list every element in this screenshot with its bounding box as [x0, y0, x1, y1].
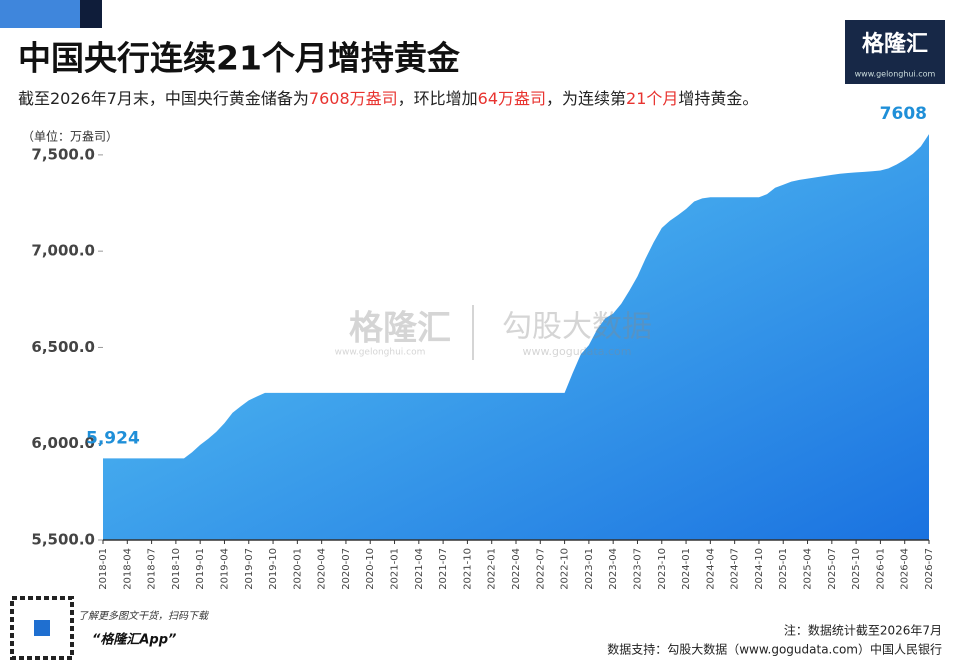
- subtitle-part: 64万盎司: [478, 89, 546, 108]
- x-tick-label: 2020-10: [365, 548, 376, 590]
- subtitle-part: 截至2026年7月末，中国央行黄金储备为: [18, 89, 309, 108]
- value-label: 7608: [880, 104, 927, 124]
- subtitle-part: ，为连续第: [546, 89, 626, 108]
- watermark-text: 格隆汇: [349, 309, 451, 349]
- y-tick-label: 7,000.0: [31, 242, 95, 260]
- decor-bar: [0, 0, 80, 28]
- subtitle-part: ，环比增加: [398, 89, 478, 108]
- watermark-text: www.gelonghui.com: [335, 348, 426, 358]
- x-tick-label: 2024-10: [754, 548, 765, 590]
- x-tick-label: 2025-07: [827, 548, 838, 590]
- y-tick-label: 7,500.0: [31, 145, 95, 163]
- logo: 格隆汇: [862, 31, 928, 57]
- value-label: 5,924: [86, 428, 140, 448]
- chart-title: 中国央行连续21个月增持黄金: [18, 39, 461, 78]
- x-tick-label: 2019-07: [244, 548, 255, 590]
- y-tick-label: 5,500.0: [31, 531, 95, 549]
- x-tick-label: 2024-01: [681, 548, 692, 590]
- app-name: “格隆汇App”: [92, 632, 176, 648]
- x-tick-label: 2023-10: [657, 548, 668, 590]
- x-tick-label: 2018-10: [171, 548, 182, 590]
- x-tick-label: 2019-01: [195, 548, 206, 590]
- x-tick-label: 2020-04: [317, 548, 328, 590]
- watermark-text: 勾股大数据: [502, 310, 652, 345]
- x-tick-label: 2021-10: [462, 548, 473, 590]
- x-tick-label: 2026-01: [875, 548, 886, 590]
- x-tick-label: 2021-07: [438, 548, 449, 590]
- decor-block: [80, 0, 102, 28]
- subtitle: 截至2026年7月末，中国央行黄金储备为7608万盎司，环比增加64万盎司，为连…: [18, 89, 758, 108]
- source: 数据支持：勾股大数据（www.gogudata.com）中国人民银行: [607, 642, 942, 657]
- watermark: 格隆汇 www.gelonghui.com 勾股大数据 www.gogudata…: [335, 305, 652, 360]
- y-tick-label: 6,500.0: [31, 338, 95, 356]
- logo-url: www.gelonghui.com: [855, 70, 936, 79]
- logo-box: [845, 20, 945, 84]
- x-tick-label: 2021-04: [414, 548, 425, 590]
- x-tick-label: 2023-07: [632, 548, 643, 590]
- qr-logo: [34, 620, 50, 636]
- x-tick-label: 2024-07: [730, 548, 741, 590]
- x-tick-label: 2020-07: [341, 548, 352, 590]
- x-tick-label: 2022-10: [560, 548, 571, 590]
- x-tick-label: 2021-01: [390, 548, 401, 590]
- x-tick-label: 2019-04: [219, 548, 230, 590]
- x-tick-label: 2025-10: [851, 548, 862, 590]
- x-tick-label: 2026-04: [900, 548, 911, 590]
- x-tick-label: 2024-04: [705, 548, 716, 590]
- qr-text: 了解更多图文干货，扫码下载: [78, 610, 210, 622]
- watermark-divider: [472, 305, 474, 360]
- x-tick-label: 2018-01: [98, 548, 109, 590]
- x-tick-label: 2026-07: [924, 548, 935, 590]
- y-tick-label: 6,000.0: [31, 434, 95, 452]
- x-tick-label: 2022-04: [511, 548, 522, 590]
- plot: 5,500.0 6,000.0 6,500.0 7,000.0 7,500.0 2018-…: [31, 104, 935, 590]
- subtitle-part: 7608万盎司: [309, 89, 398, 108]
- note: 注：数据统计截至2026年7月: [784, 623, 942, 638]
- x-tick-label: 2020-01: [292, 548, 303, 590]
- x-tick-label: 2019-10: [268, 548, 279, 590]
- x-tick-label: 2018-07: [147, 548, 158, 590]
- x-tick-label: 2022-07: [535, 548, 546, 590]
- watermark-text: www.gogudata.com: [523, 345, 632, 358]
- subtitle-part: 21个月: [626, 89, 678, 108]
- x-tick-label: 2023-04: [608, 548, 619, 590]
- area: [103, 134, 929, 540]
- x-tick-label: 2025-04: [803, 548, 814, 590]
- subtitle-part: 增持黄金。: [678, 89, 758, 108]
- x-tick-label: 2025-01: [778, 548, 789, 590]
- x-tick-label: 2023-01: [584, 548, 595, 590]
- unit-label: （单位：万盎司）: [22, 129, 118, 144]
- x-tick-label: 2018-04: [122, 548, 133, 590]
- x-tick-label: 2022-01: [487, 548, 498, 590]
